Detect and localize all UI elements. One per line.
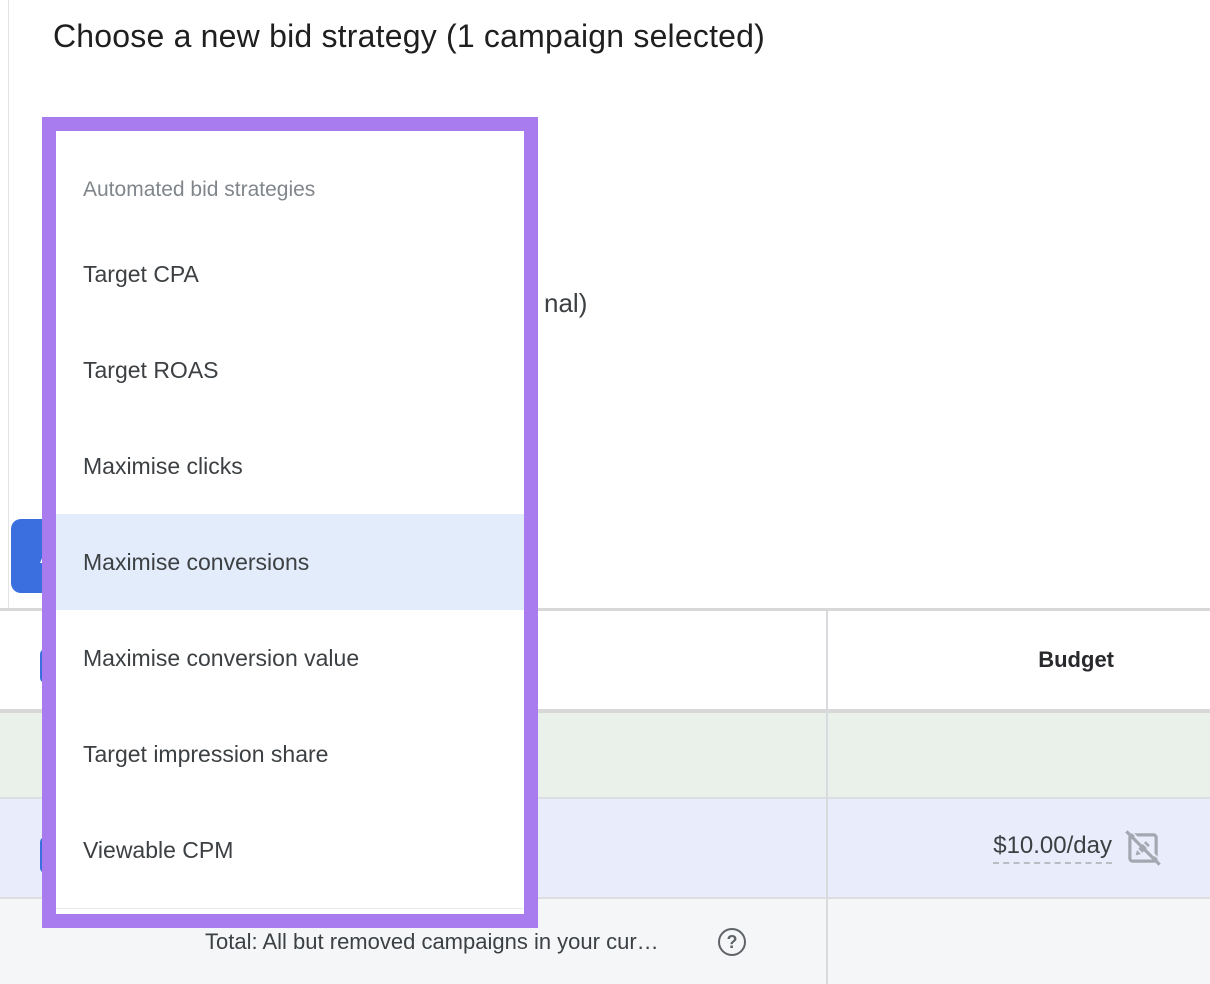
budget-cell: $10.00/day (993, 799, 1164, 897)
budget-value[interactable]: $10.00/day (993, 832, 1112, 864)
menu-item-target-impression-share[interactable]: Target impression share (83, 740, 329, 767)
row-divider (0, 897, 1210, 899)
bid-strategy-dropdown: Automated bid strategies Target CPA Targ… (56, 131, 524, 914)
total-row-label: Total: All but removed campaigns in your… (205, 928, 659, 954)
help-question-icon[interactable]: ? (718, 928, 746, 956)
column-divider (826, 611, 828, 984)
edit-off-icon (1125, 828, 1163, 866)
menu-item-viewable-cpm[interactable]: Viewable CPM (83, 836, 234, 863)
dropdown-group-label: Automated bid strategies (83, 178, 316, 201)
menu-item-maximise-conversions[interactable]: Maximise conversions (56, 514, 524, 610)
budget-column-header[interactable]: Budget (1038, 647, 1114, 672)
header-divider (0, 709, 1210, 713)
occluded-text-fragment: nal) (544, 288, 588, 318)
menu-item-maximise-conversion-value[interactable]: Maximise conversion value (83, 644, 360, 671)
annotation-highlight-box: Automated bid strategies Target CPA Targ… (42, 117, 538, 928)
menu-item-target-cpa[interactable]: Target CPA (83, 260, 199, 287)
dialog-title: Choose a new bid strategy (1 campaign se… (53, 18, 766, 54)
menu-item-target-roas[interactable]: Target ROAS (83, 356, 219, 383)
row-divider (0, 797, 1210, 799)
table-top-divider (0, 608, 1210, 611)
menu-item-maximise-clicks[interactable]: Maximise clicks (83, 452, 243, 479)
